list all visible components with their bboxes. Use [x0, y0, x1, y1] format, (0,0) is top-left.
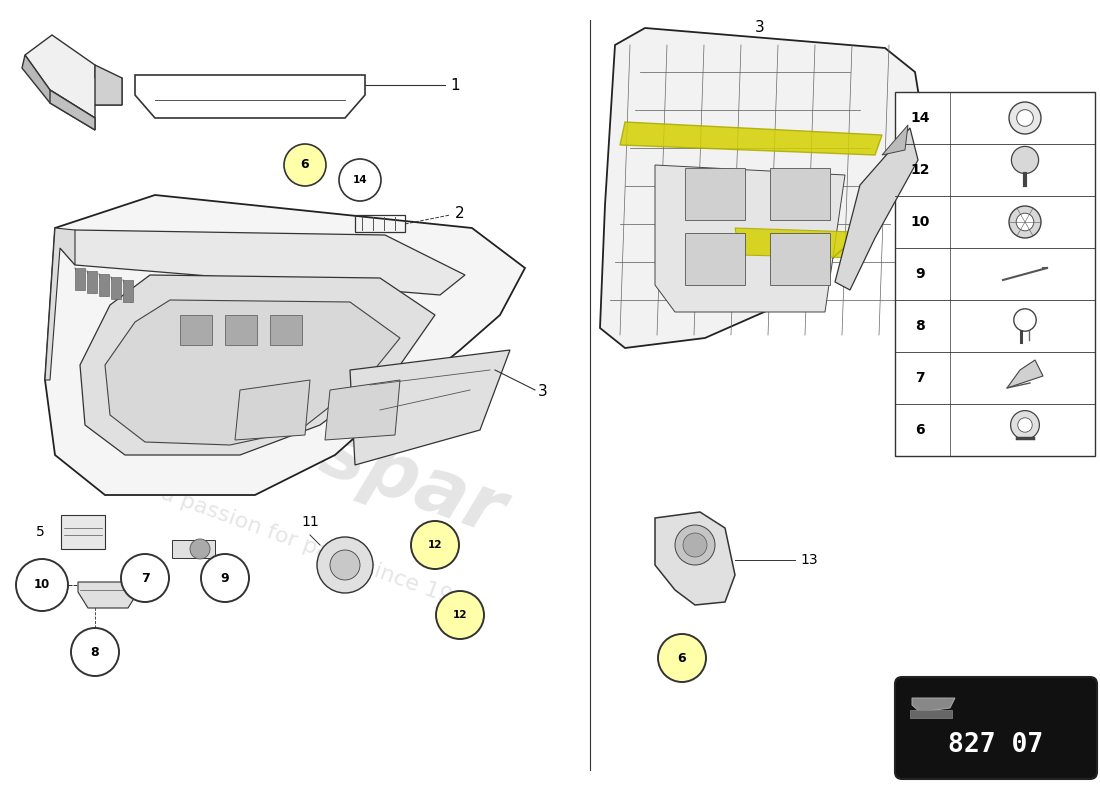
- FancyBboxPatch shape: [770, 233, 830, 285]
- Text: eurospar: eurospar: [126, 350, 514, 550]
- Polygon shape: [22, 55, 95, 130]
- Polygon shape: [910, 710, 952, 718]
- Circle shape: [284, 144, 326, 186]
- Text: 2: 2: [455, 206, 464, 221]
- Text: 9: 9: [221, 571, 229, 585]
- Polygon shape: [180, 315, 212, 345]
- Circle shape: [1016, 110, 1033, 126]
- Polygon shape: [882, 125, 908, 155]
- Text: 7: 7: [915, 371, 925, 385]
- Polygon shape: [123, 280, 133, 302]
- Text: 12: 12: [453, 610, 468, 620]
- Polygon shape: [226, 315, 257, 345]
- Polygon shape: [235, 380, 310, 440]
- Polygon shape: [25, 35, 122, 118]
- Polygon shape: [1006, 360, 1043, 388]
- Polygon shape: [835, 128, 918, 290]
- Polygon shape: [50, 90, 95, 130]
- Text: 1: 1: [450, 78, 460, 93]
- Polygon shape: [324, 380, 400, 440]
- Polygon shape: [172, 540, 214, 558]
- Polygon shape: [654, 165, 845, 312]
- Text: 6: 6: [915, 423, 925, 437]
- Polygon shape: [87, 271, 97, 293]
- Circle shape: [436, 591, 484, 639]
- Polygon shape: [78, 582, 138, 608]
- Circle shape: [1011, 410, 1040, 439]
- Circle shape: [121, 554, 169, 602]
- Polygon shape: [654, 512, 735, 605]
- Circle shape: [1009, 102, 1041, 134]
- FancyBboxPatch shape: [895, 677, 1097, 779]
- Circle shape: [1011, 146, 1038, 174]
- Polygon shape: [45, 195, 525, 495]
- Polygon shape: [75, 268, 85, 290]
- Circle shape: [683, 533, 707, 557]
- Text: 14: 14: [910, 111, 930, 125]
- FancyBboxPatch shape: [895, 92, 1094, 456]
- Polygon shape: [620, 122, 882, 155]
- Circle shape: [339, 159, 381, 201]
- Text: 6: 6: [678, 651, 686, 665]
- Text: 13: 13: [800, 553, 817, 567]
- Circle shape: [1018, 418, 1032, 432]
- Circle shape: [330, 550, 360, 580]
- Text: 4: 4: [148, 588, 156, 602]
- Text: 5: 5: [36, 525, 45, 539]
- Text: 3: 3: [538, 385, 548, 399]
- FancyBboxPatch shape: [770, 168, 830, 220]
- Text: 11: 11: [301, 515, 319, 529]
- Text: 8: 8: [915, 319, 925, 333]
- Polygon shape: [104, 300, 400, 445]
- Text: 10: 10: [911, 215, 930, 229]
- Polygon shape: [735, 228, 862, 258]
- Text: 12: 12: [910, 163, 930, 177]
- Circle shape: [1016, 214, 1034, 230]
- Polygon shape: [912, 698, 955, 712]
- Circle shape: [675, 525, 715, 565]
- Text: 8: 8: [90, 646, 99, 658]
- FancyBboxPatch shape: [60, 515, 104, 549]
- Text: 10: 10: [34, 578, 51, 591]
- Text: a passion for parts since 1985: a passion for parts since 1985: [158, 483, 482, 617]
- Circle shape: [201, 554, 249, 602]
- Circle shape: [411, 521, 459, 569]
- Polygon shape: [350, 350, 510, 465]
- Text: 6: 6: [300, 158, 309, 171]
- Polygon shape: [80, 275, 434, 455]
- Text: 12: 12: [428, 540, 442, 550]
- Polygon shape: [95, 65, 122, 105]
- Text: 827 07: 827 07: [948, 732, 1044, 758]
- FancyBboxPatch shape: [685, 168, 745, 220]
- Polygon shape: [270, 315, 302, 345]
- Polygon shape: [600, 28, 922, 348]
- Text: 9: 9: [915, 267, 925, 281]
- Circle shape: [658, 634, 706, 682]
- FancyBboxPatch shape: [685, 233, 745, 285]
- Circle shape: [72, 628, 119, 676]
- Text: 7: 7: [141, 571, 150, 585]
- Polygon shape: [111, 277, 121, 299]
- Polygon shape: [45, 228, 75, 380]
- Text: 3: 3: [755, 21, 764, 35]
- Polygon shape: [99, 274, 109, 296]
- Circle shape: [1009, 206, 1041, 238]
- Circle shape: [16, 559, 68, 611]
- Circle shape: [317, 537, 373, 593]
- Text: 14: 14: [353, 175, 367, 185]
- Circle shape: [190, 539, 210, 559]
- Polygon shape: [60, 230, 465, 295]
